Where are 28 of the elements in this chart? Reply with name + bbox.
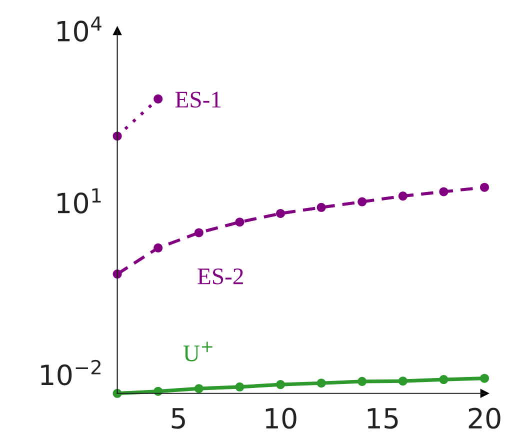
point	[194, 228, 204, 238]
x-tick-label: 20	[468, 408, 500, 429]
y-tick-label: 10$^{4}$	[58, 16, 102, 42]
point	[235, 382, 244, 392]
series-label: U$^{+}$	[183, 342, 212, 362]
point	[276, 208, 286, 218]
point	[316, 378, 326, 388]
point	[398, 192, 408, 201]
point	[154, 243, 163, 252]
x-tick-label: 5	[172, 408, 185, 429]
y-tick-label: 10$^{1}$	[58, 188, 101, 214]
point	[480, 182, 490, 192]
point	[480, 374, 490, 383]
point	[194, 384, 204, 394]
point	[235, 218, 244, 227]
y-tick-label: 10$^{−2}$	[41, 360, 100, 386]
series-label: ES-2	[198, 268, 243, 284]
point	[316, 202, 326, 212]
point	[439, 375, 448, 384]
point	[358, 376, 367, 386]
point	[439, 187, 448, 196]
point	[276, 380, 286, 390]
point	[358, 197, 367, 206]
x-tick-label: 10	[266, 408, 296, 429]
series-label: ES-1	[175, 92, 221, 108]
point	[154, 94, 163, 104]
point	[398, 376, 408, 386]
x-tick-label: 15	[368, 408, 398, 429]
